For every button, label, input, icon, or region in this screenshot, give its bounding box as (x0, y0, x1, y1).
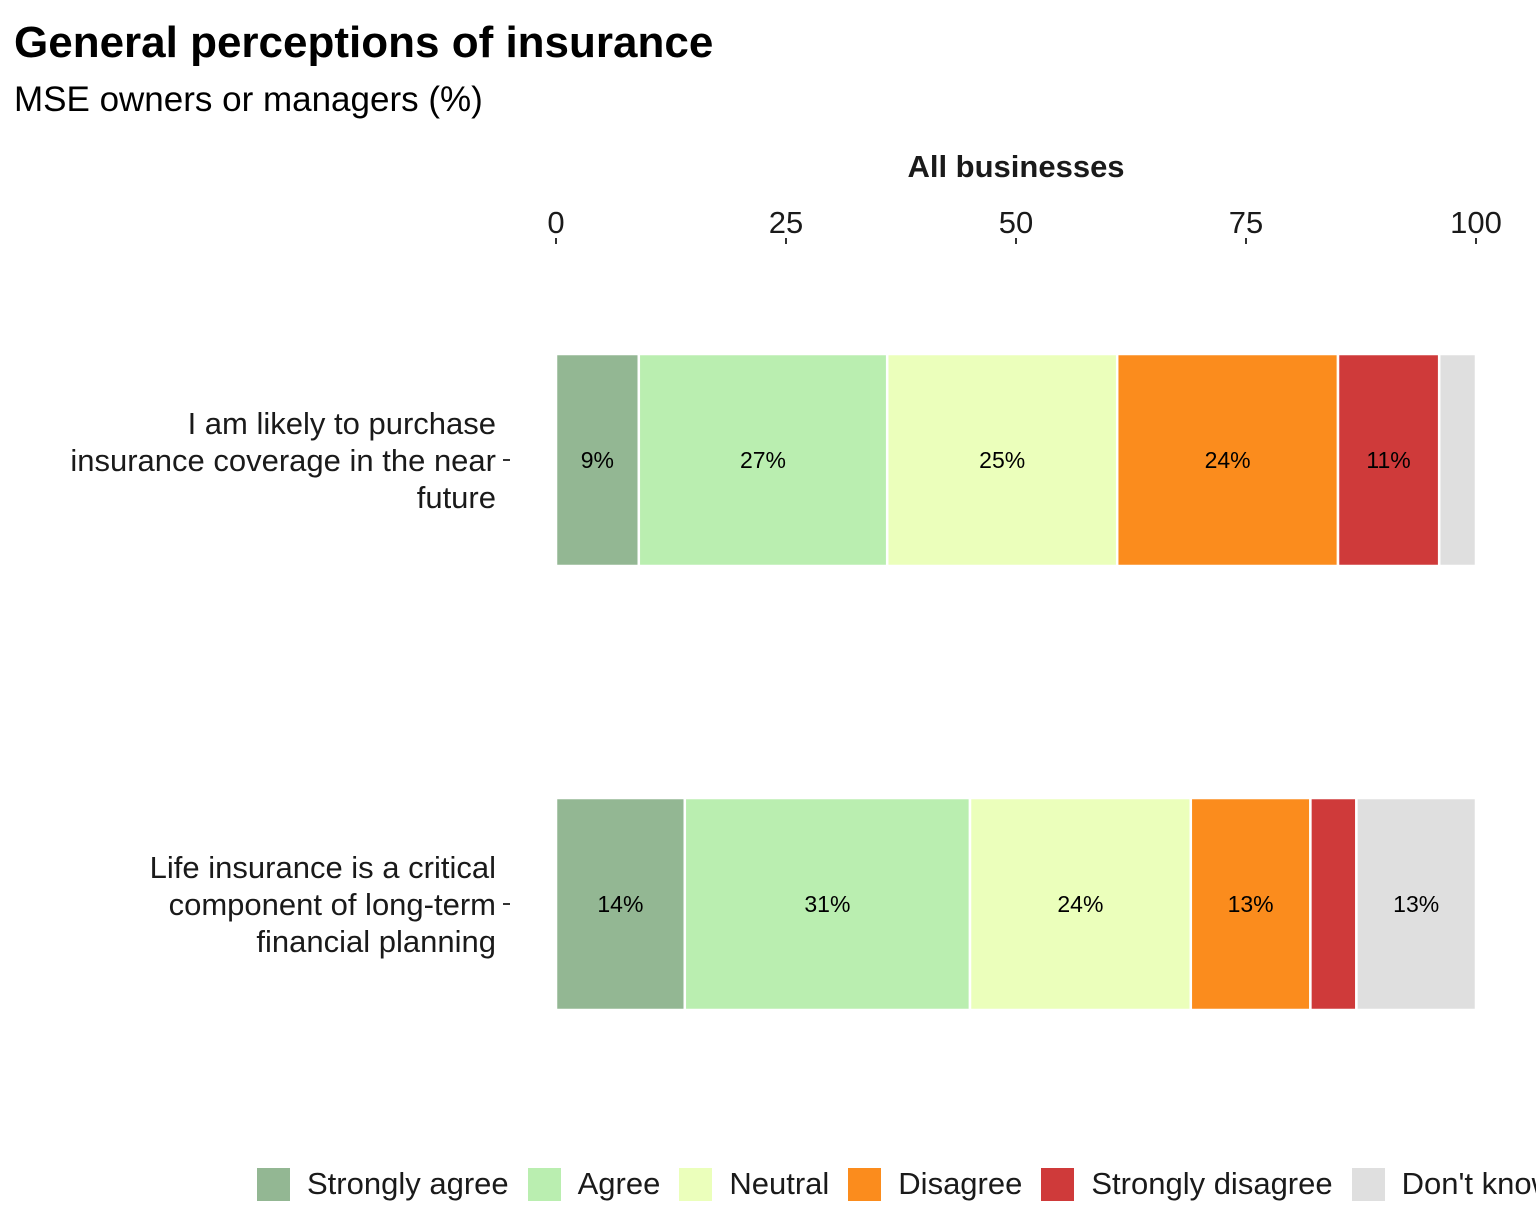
x-axis-title: All businesses (907, 149, 1124, 184)
legend-swatch (679, 1167, 713, 1201)
bar-segment (1189, 796, 1312, 1012)
legend-swatch (527, 1167, 561, 1201)
legend-swatch (848, 1167, 882, 1201)
bar-segment (1437, 352, 1478, 568)
legend-label: Strongly disagree (1091, 1166, 1333, 1201)
data-label: 13% (1228, 891, 1274, 917)
data-label: 31% (804, 891, 850, 917)
legend-item: Strongly disagree (1041, 1166, 1333, 1202)
category-label: Life insurance is a critical (150, 850, 496, 885)
x-tick-label: 25 (769, 205, 803, 240)
chart-subtitle: MSE owners or managers (%) (14, 80, 483, 119)
x-tick-label: 50 (999, 205, 1033, 240)
bar-segment (637, 352, 889, 568)
legend-item: Neutral (679, 1166, 829, 1202)
chart-title: General perceptions of insurance (14, 18, 714, 67)
legend-swatch (1351, 1167, 1385, 1201)
bar-segment (1336, 352, 1441, 568)
category-label: future (417, 480, 496, 515)
data-label: 27% (740, 447, 786, 473)
x-tick-label: 75 (1229, 205, 1263, 240)
x-tick-label: 0 (547, 205, 564, 240)
data-label: 11% (1366, 447, 1410, 473)
bar-segment (1115, 352, 1340, 568)
x-tick-label: 100 (1450, 205, 1502, 240)
legend-item: Don't know (1351, 1166, 1536, 1202)
bar-segment (1309, 796, 1358, 1012)
legend-label: Disagree (898, 1166, 1023, 1201)
legend-label: Strongly agree (307, 1166, 509, 1201)
category-label: insurance coverage in the near (70, 443, 496, 478)
data-label: 24% (1057, 891, 1103, 917)
data-label: 25% (979, 447, 1025, 473)
bars: 9% 27% 25% 24% 11% 14% 31% 24% 13% 13% (554, 352, 1478, 1012)
legend-item: Agree (527, 1166, 661, 1202)
category-label: financial planning (256, 924, 496, 959)
x-axis-ticks: 0 25 50 75 100 (547, 205, 1502, 244)
data-label: 13% (1393, 891, 1439, 917)
legend: Strongly agree Agree Neutral Disagree Strong… (257, 1162, 1536, 1206)
legend-swatch (1041, 1167, 1075, 1201)
chart-plot: All businesses 0 25 50 75 100 I am likely to… (70, 149, 1502, 1012)
legend-item: Disagree (848, 1166, 1022, 1202)
bar-segment (885, 352, 1119, 568)
bar-segment (554, 796, 687, 1012)
category-label: component of long-term (169, 887, 496, 922)
bar-segment (683, 796, 972, 1012)
data-label: 9% (581, 447, 614, 473)
data-label: 24% (1205, 447, 1251, 473)
legend-swatch (257, 1167, 290, 1201)
legend-label: Agree (577, 1166, 661, 1201)
legend-label: Don't know (1401, 1166, 1536, 1201)
data-label: 14% (597, 891, 643, 917)
legend-label: Neutral (729, 1166, 830, 1201)
bar-segment (1355, 796, 1478, 1012)
category-label: I am likely to purchase (188, 406, 496, 441)
legend-item: Strongly agree (257, 1166, 509, 1202)
